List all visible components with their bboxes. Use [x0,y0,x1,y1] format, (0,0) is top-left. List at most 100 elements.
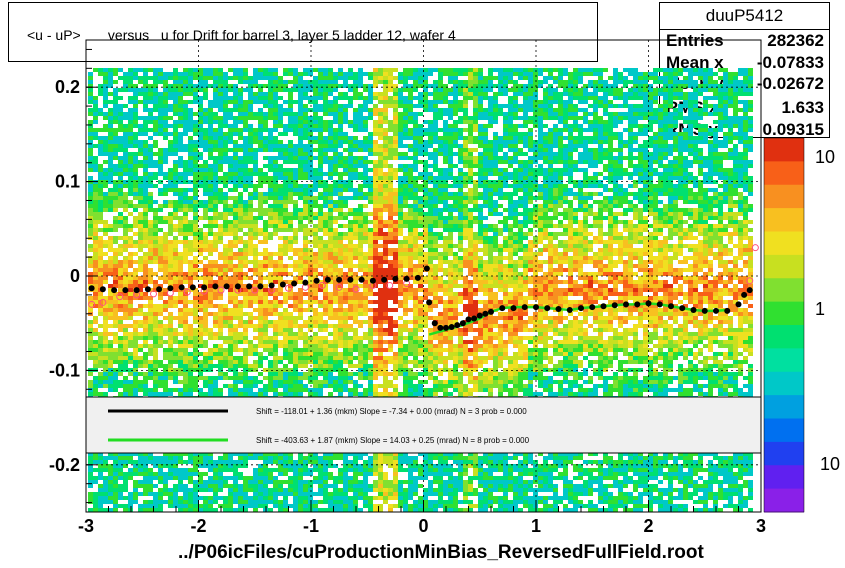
heatmap-cell [113,500,118,504]
heatmap-cell [213,500,218,504]
heatmap-cell [138,144,143,148]
heatmap-cell [248,192,253,196]
heatmap-cell [258,96,263,100]
heatmap-cell [308,336,313,340]
heatmap-cell [203,84,208,88]
heatmap-cell [303,468,308,472]
heatmap-cell [303,464,308,468]
heatmap-cell [303,460,308,464]
heatmap-cell [218,464,223,468]
heatmap-cell [93,200,98,204]
heatmap-cell [353,128,358,132]
heatmap-cell [323,304,328,308]
heatmap-cell [173,240,178,244]
heatmap-cell [263,388,268,392]
heatmap-cell [343,180,348,184]
heatmap-cell [243,104,248,108]
heatmap-cell [238,364,243,368]
heatmap-cell [333,160,338,164]
heatmap-cell [328,256,333,260]
heatmap-cell [228,452,233,456]
heatmap-cell [98,180,103,184]
heatmap-cell [178,312,183,316]
heatmap-cell [283,212,288,216]
heatmap-cell [328,500,333,504]
heatmap-cell [318,388,323,392]
heatmap-cell [203,72,208,76]
heatmap-cell [183,176,188,180]
heatmap-cell [283,192,288,196]
heatmap-cell [318,384,323,388]
heatmap-cell [138,480,143,484]
heatmap-cell [228,232,233,236]
heatmap-cell [198,392,203,396]
heatmap-cell [188,164,193,168]
heatmap-cell [178,372,183,376]
heatmap-cell [258,108,263,112]
heatmap-cell [333,308,338,312]
heatmap-cell [178,264,183,268]
heatmap-cell [213,488,218,492]
heatmap-cell [283,316,288,320]
heatmap-cell [208,132,213,136]
heatmap-cell [328,232,333,236]
heatmap-cell [93,100,98,104]
heatmap-cell [133,460,138,464]
heatmap-cell [343,372,348,376]
heatmap-cell [238,80,243,84]
heatmap-cell [118,344,123,348]
heatmap-cell [248,196,253,200]
heatmap-cell [343,484,348,488]
heatmap-cell [128,240,133,244]
heatmap-cell [93,300,98,304]
heatmap-cell [328,484,333,488]
heatmap-cell [343,276,348,280]
heatmap-cell [143,280,148,284]
heatmap-cell [313,256,318,260]
heatmap-cell [118,504,123,508]
heatmap-cell [258,264,263,268]
heatmap-cell [348,376,353,380]
heatmap-cell [353,256,358,260]
heatmap-cell [273,484,278,488]
heatmap-cell [258,332,263,336]
heatmap-cell [308,156,313,160]
heatmap-cell [248,132,253,136]
heatmap-cell [203,112,208,116]
heatmap-cell [243,336,248,340]
heatmap-cell [143,192,148,196]
heatmap-cell [218,152,223,156]
heatmap-cell [193,316,198,320]
heatmap-cell [288,248,293,252]
heatmap-cell [103,84,108,88]
heatmap-cell [203,340,208,344]
heatmap-cell [88,100,93,104]
heatmap-cell [188,288,193,292]
heatmap-cell [98,148,103,152]
heatmap-cell [283,196,288,200]
heatmap-cell [123,348,128,352]
heatmap-cell [168,388,173,392]
heatmap-cell [278,472,283,476]
heatmap-cell [168,360,173,364]
heatmap-cell [348,104,353,108]
heatmap-cell [293,216,298,220]
heatmap-cell [358,204,363,208]
heatmap-cell [143,220,148,224]
heatmap-cell [113,216,118,220]
heatmap-cell [248,176,253,180]
heatmap-cell [123,276,128,280]
heatmap-cell [343,120,348,124]
heatmap-cell [348,88,353,92]
heatmap-cell [273,368,278,372]
heatmap-cell [193,292,198,296]
heatmap-cell [253,272,258,276]
heatmap-cell [173,76,178,80]
heatmap-cell [158,456,163,460]
heatmap-cell [318,216,323,220]
heatmap-cell [128,224,133,228]
heatmap-cell [123,268,128,272]
heatmap-cell [338,224,343,228]
heatmap-cell [118,272,123,276]
heatmap-cell [323,264,328,268]
